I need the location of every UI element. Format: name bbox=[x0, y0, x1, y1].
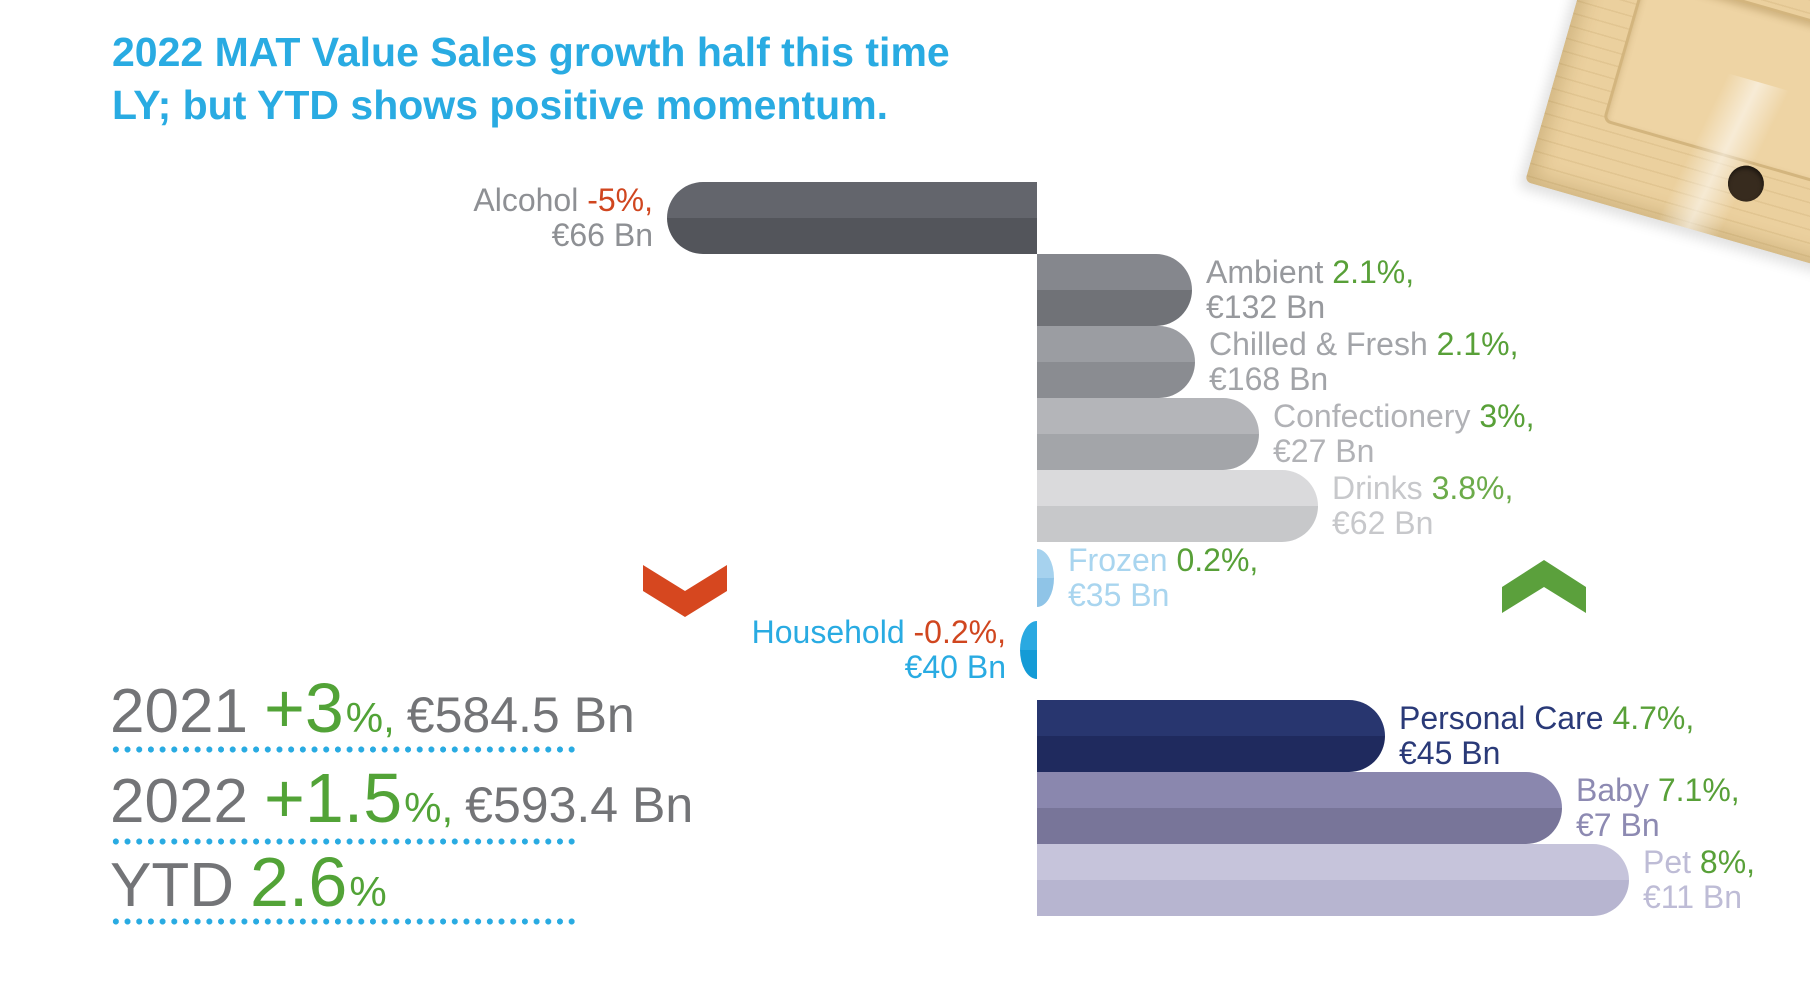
category-name: Alcohol bbox=[473, 182, 579, 218]
label-household: Household -0.2%, €40 Bn bbox=[752, 614, 1006, 686]
category-name: Drinks bbox=[1332, 470, 1423, 506]
dotted-divider bbox=[110, 838, 580, 845]
label-drinks: Drinks 3.8%, €62 Bn bbox=[1332, 470, 1513, 542]
up-chevron-icon bbox=[1502, 560, 1586, 613]
summary-year: 2022 bbox=[110, 767, 248, 836]
category-value: €132 Bn bbox=[1206, 289, 1326, 325]
summary-amount: €593.4 Bn bbox=[465, 777, 694, 833]
bar-personal-care bbox=[1037, 700, 1385, 772]
summary-pct: %, bbox=[345, 694, 395, 741]
bar-alcohol bbox=[667, 182, 1037, 254]
category-value: €35 Bn bbox=[1068, 577, 1170, 613]
down-chevron-icon bbox=[643, 565, 727, 617]
bar-ambient bbox=[1037, 254, 1192, 326]
category-name: Baby bbox=[1576, 772, 1649, 808]
summary-row-2022: 2022 +1.5%, €593.4 Bn bbox=[110, 763, 694, 850]
summary-pct: %, bbox=[404, 784, 454, 831]
category-growth: 8%, bbox=[1699, 844, 1756, 880]
summary-growth: 2.6 bbox=[250, 843, 348, 921]
category-value: €11 Bn bbox=[1643, 879, 1743, 915]
bar-baby bbox=[1037, 772, 1562, 844]
summary-growth: +1.5 bbox=[263, 759, 403, 837]
label-pet: Pet 8%, €11 Bn bbox=[1643, 844, 1755, 916]
category-value: €40 Bn bbox=[904, 649, 1006, 685]
summary-pct: % bbox=[349, 868, 387, 915]
category-name: Ambient bbox=[1206, 254, 1324, 290]
category-growth: 4.7%, bbox=[1612, 700, 1695, 736]
summary-row-2021: 2021 +3%, €584.5 Bn bbox=[110, 673, 635, 760]
bar-frozen bbox=[1037, 549, 1054, 607]
label-confectionery: Confectionery 3%, €27 Bn bbox=[1273, 398, 1534, 470]
dotted-divider bbox=[110, 746, 580, 753]
bar-household bbox=[1020, 621, 1037, 679]
category-growth: 3.8%, bbox=[1431, 470, 1514, 506]
page-title-line1: 2022 MAT Value Sales growth half this ti… bbox=[112, 29, 950, 75]
label-frozen: Frozen 0.2%, €35 Bn bbox=[1068, 542, 1258, 614]
summary-row-ytd: YTD 2.6% bbox=[110, 847, 399, 934]
page-title: 2022 MAT Value Sales growth half this ti… bbox=[112, 26, 1092, 132]
category-value: €45 Bn bbox=[1399, 735, 1501, 771]
category-name: Personal Care bbox=[1399, 700, 1604, 736]
category-name: Frozen bbox=[1068, 542, 1168, 578]
summary-year: 2021 bbox=[110, 677, 248, 746]
bar-confectionery bbox=[1037, 398, 1259, 470]
category-growth: 3%, bbox=[1479, 398, 1535, 434]
label-chilled-fresh: Chilled & Fresh 2.1%, €168 Bn bbox=[1209, 326, 1518, 398]
category-value: €27 Bn bbox=[1273, 433, 1375, 469]
label-ambient: Ambient 2.1%, €132 Bn bbox=[1206, 254, 1414, 326]
bar-chilled-fresh bbox=[1037, 326, 1195, 398]
dotted-divider bbox=[110, 918, 580, 925]
summary-amount: €584.5 Bn bbox=[406, 687, 635, 743]
category-name: Pet bbox=[1643, 844, 1692, 880]
category-name: Chilled & Fresh bbox=[1209, 326, 1428, 362]
page-title-line2: LY; but YTD shows positive momentum. bbox=[112, 82, 889, 128]
summary-year: YTD bbox=[110, 851, 234, 920]
label-personal-care: Personal Care 4.7%, €45 Bn bbox=[1399, 700, 1694, 772]
bar-drinks bbox=[1037, 470, 1318, 542]
label-alcohol: Alcohol -5%, €66 Bn bbox=[473, 182, 653, 254]
category-growth: -5%, bbox=[587, 182, 653, 218]
category-growth: 0.2%, bbox=[1176, 542, 1259, 578]
category-growth: 7.1%, bbox=[1657, 772, 1740, 808]
category-value: €168 Bn bbox=[1209, 361, 1329, 397]
category-name: Confectionery bbox=[1273, 398, 1471, 434]
label-baby: Baby 7.1%, €7 Bn bbox=[1576, 772, 1740, 844]
category-growth: 2.1%, bbox=[1332, 254, 1415, 290]
summary-growth: +3 bbox=[263, 669, 344, 747]
category-growth: 2.1%, bbox=[1436, 326, 1519, 362]
category-growth: -0.2%, bbox=[913, 614, 1006, 650]
bar-pet bbox=[1037, 844, 1629, 916]
category-value: €62 Bn bbox=[1332, 505, 1434, 541]
category-name: Household bbox=[751, 614, 905, 650]
category-value: €66 Bn bbox=[551, 217, 653, 253]
category-value: €7 Bn bbox=[1576, 807, 1660, 843]
